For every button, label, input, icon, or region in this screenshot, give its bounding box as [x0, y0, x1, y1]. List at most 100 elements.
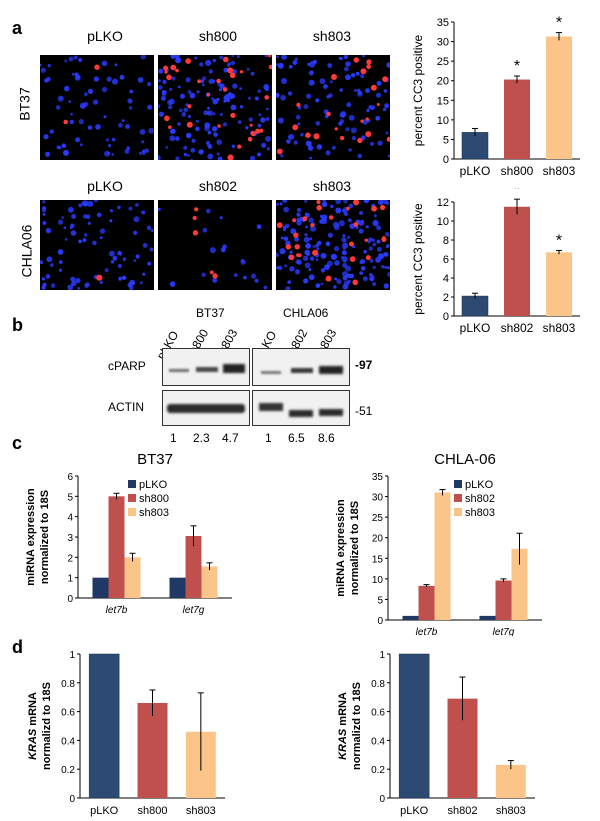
nucleus-dot: [338, 220, 345, 227]
nucleus-dot: [363, 249, 367, 254]
nucleus-dot: [117, 205, 121, 210]
nucleus-dot: [118, 122, 123, 128]
significance-star: *: [556, 15, 562, 32]
nucleus-dot: [335, 207, 342, 214]
nucleus-dot: [207, 143, 212, 148]
y-tick-label: 3: [67, 533, 73, 544]
nucleus-dot: [211, 97, 214, 100]
x-tick-label: sh803: [543, 321, 576, 335]
nucleus-dot: [202, 76, 207, 81]
nucleus-dot: [139, 151, 143, 155]
nucleus-dot: [212, 98, 219, 105]
nucleus-dot: [77, 287, 81, 290]
nucleus-dot: [177, 122, 181, 126]
bar-pLKO: [398, 653, 430, 799]
nucleus-dot: [103, 115, 107, 119]
micrograph-cells: [158, 207, 268, 290]
nucleus-dot: [212, 112, 216, 116]
cc3-positive-dot: [247, 136, 253, 142]
cc3-positive-dot: [237, 144, 242, 149]
chart-c-right: 0 5 10 15 20 25 30 35 let7b let7g pLKO sh802 sh803 CH…: [335, 451, 542, 636]
nucleus-dot: [346, 102, 352, 108]
nucleus-dot: [365, 88, 370, 93]
x-tick-label: pLKO: [460, 321, 491, 335]
panel-letter-b: b: [12, 315, 23, 335]
nucleus-dot: [40, 63, 42, 67]
blot-actin-chla06: [252, 390, 350, 426]
blot-row-cparp: cPARP: [108, 359, 146, 373]
y-axis-label-rest: mRNA: [27, 692, 39, 729]
nucleus-dot: [201, 272, 206, 277]
nucleus-dot: [350, 127, 357, 134]
x-tick-label: sh802: [501, 321, 534, 335]
nucleus-dot: [295, 114, 301, 120]
nucleus-dot: [67, 284, 74, 290]
nucleus-dot: [83, 101, 89, 107]
nucleus-dot: [340, 256, 345, 260]
nucleus-dot: [355, 71, 360, 76]
nucleus-dot: [84, 283, 89, 289]
nucleus-dot: [200, 79, 205, 84]
nucleus-dot: [217, 156, 223, 160]
nucleus-dot: [263, 84, 270, 90]
nucleus-dot: [385, 245, 389, 249]
nucleus-dot: [290, 228, 297, 235]
y-tick-label: 0.2: [371, 765, 385, 776]
nucleus-dot: [75, 74, 80, 79]
nucleus-dot: [207, 111, 210, 114]
nucleus-dot: [360, 74, 365, 79]
chart-d-right: 0 0.2 0.4 0.6 0.8 1 pLKO sh802 sh803 KRAS mRNA nor…: [337, 650, 535, 817]
nucleus-dot: [117, 250, 122, 256]
nucleus-dot: [57, 249, 64, 255]
nucleus-dot: [360, 219, 364, 224]
cc3-positive-dot: [249, 123, 253, 127]
nucleus-dot: [363, 276, 368, 282]
nucleus-dot: [372, 282, 377, 286]
nucleus-dot: [296, 212, 301, 217]
cc3-positive-dot: [334, 127, 338, 131]
nucleus-dot: [260, 117, 266, 123]
y-tick-label: 0: [379, 794, 385, 805]
nucleus-dot: [384, 266, 388, 269]
cc3-positive-dot: [292, 124, 299, 131]
nucleus-dot: [55, 105, 61, 110]
nucleus-dot: [171, 76, 176, 81]
cc3-positive-dot: [227, 154, 234, 160]
bar-sh802: [504, 206, 530, 316]
nucleus-dot: [46, 76, 51, 82]
cc3-positive-dot: [94, 64, 100, 70]
legend-swatch-sh800: [128, 494, 136, 502]
nucleus-dot: [286, 139, 291, 144]
x-tick-label: sh803: [543, 164, 576, 178]
nucleus-dot: [348, 274, 351, 278]
nucleus-dot: [70, 230, 77, 236]
cc3-positive-dot: [209, 270, 214, 275]
legend-swatch-pLKO: [454, 480, 462, 488]
cc3-positive-dot: [360, 119, 364, 123]
nucleus-dot: [45, 274, 51, 279]
nucleus-dot: [160, 95, 166, 101]
nucleus-dot: [333, 285, 337, 289]
nucleus-dot: [322, 200, 327, 203]
nucleus-dot: [294, 236, 299, 242]
nucleus-dot: [68, 100, 72, 103]
nucleus-dot: [69, 119, 74, 125]
blot-quant-2: 2.3: [193, 431, 210, 445]
nucleus-dot: [118, 276, 123, 281]
cc3-positive-dot: [339, 135, 345, 141]
nucleus-dot: [233, 273, 238, 277]
nucleus-dot: [70, 112, 73, 116]
nucleus-dot: [362, 55, 365, 58]
nucleus-dot: [315, 121, 321, 126]
cc3-positive-dot: [316, 205, 322, 211]
nucleus-dot: [140, 281, 143, 285]
bar-sh800: [504, 79, 530, 159]
nucleus-dot: [170, 128, 176, 134]
nucleus-dot: [79, 143, 83, 147]
cc3-positive-dot: [349, 241, 354, 247]
nucleus-dot: [251, 273, 257, 279]
x-tick-label: let7b: [416, 627, 438, 636]
nucleus-dot: [296, 207, 302, 213]
bar-sh803: [495, 764, 526, 798]
cc3-positive-dot: [305, 132, 311, 138]
